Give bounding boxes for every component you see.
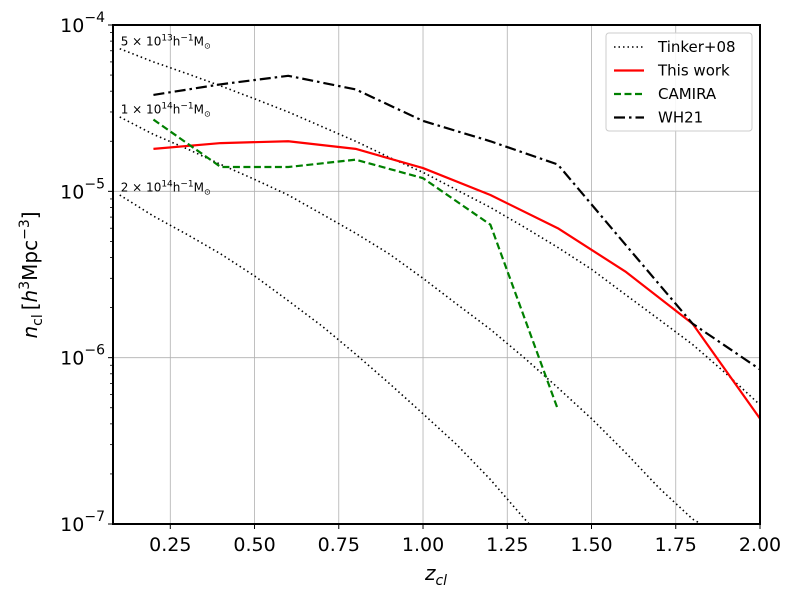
ticks: 0.25 0.50 0.75 1.00 1.25 1.50 1.75 2.00 10−7 10−6… — [60, 10, 781, 556]
y-axis-label: ncl[h3Mpc−3] — [17, 211, 46, 338]
x-axis-label: zcl — [424, 561, 447, 589]
x-tick-label: 0.75 — [318, 534, 360, 556]
mass-annotation: 1 × 1014h−1M⊙ — [121, 102, 211, 119]
y-tick-label: 10−5 — [60, 176, 105, 203]
plot-frame — [112, 24, 761, 525]
mass-annotation: 2 × 1014h−1M⊙ — [121, 180, 211, 197]
x-tick-label: 1.75 — [655, 534, 697, 556]
legend-label-tinker-08: Tinker+08 — [657, 38, 736, 56]
series-line-this-work — [153, 140, 760, 420]
legend-label-this-work: This work — [657, 62, 730, 80]
series-line-tinker-08-1 — [119, 47, 760, 406]
y-tick-label: 10−6 — [60, 343, 105, 370]
series-group — [119, 47, 760, 524]
legend-box — [605, 32, 753, 132]
y-tick-label: 10−4 — [60, 10, 105, 37]
x-tick-label: 0.25 — [149, 534, 191, 556]
series-line-wh21 — [153, 74, 760, 371]
legend-label-wh21: WH21 — [658, 109, 703, 127]
x-tick-label: 2.00 — [739, 534, 781, 556]
y-tick-label: 10−7 — [60, 509, 105, 536]
x-tick-label: 1.25 — [486, 534, 528, 556]
x-tick-label: 0.50 — [233, 534, 275, 556]
legend-label-camira: CAMIRA — [658, 85, 717, 103]
series-line-camira — [152, 118, 559, 410]
x-tick-label: 1.00 — [402, 534, 444, 556]
annotations: 5 × 1013h−1M⊙ 1 × 1014h−1M⊙ 2 × 1014h−1M⊙ — [121, 34, 211, 197]
mass-annotation: 5 × 1013h−1M⊙ — [121, 34, 211, 51]
legend: Tinker+08 This work CAMIRA WH21 — [605, 32, 753, 132]
x-tick-label: 1.50 — [570, 534, 612, 556]
